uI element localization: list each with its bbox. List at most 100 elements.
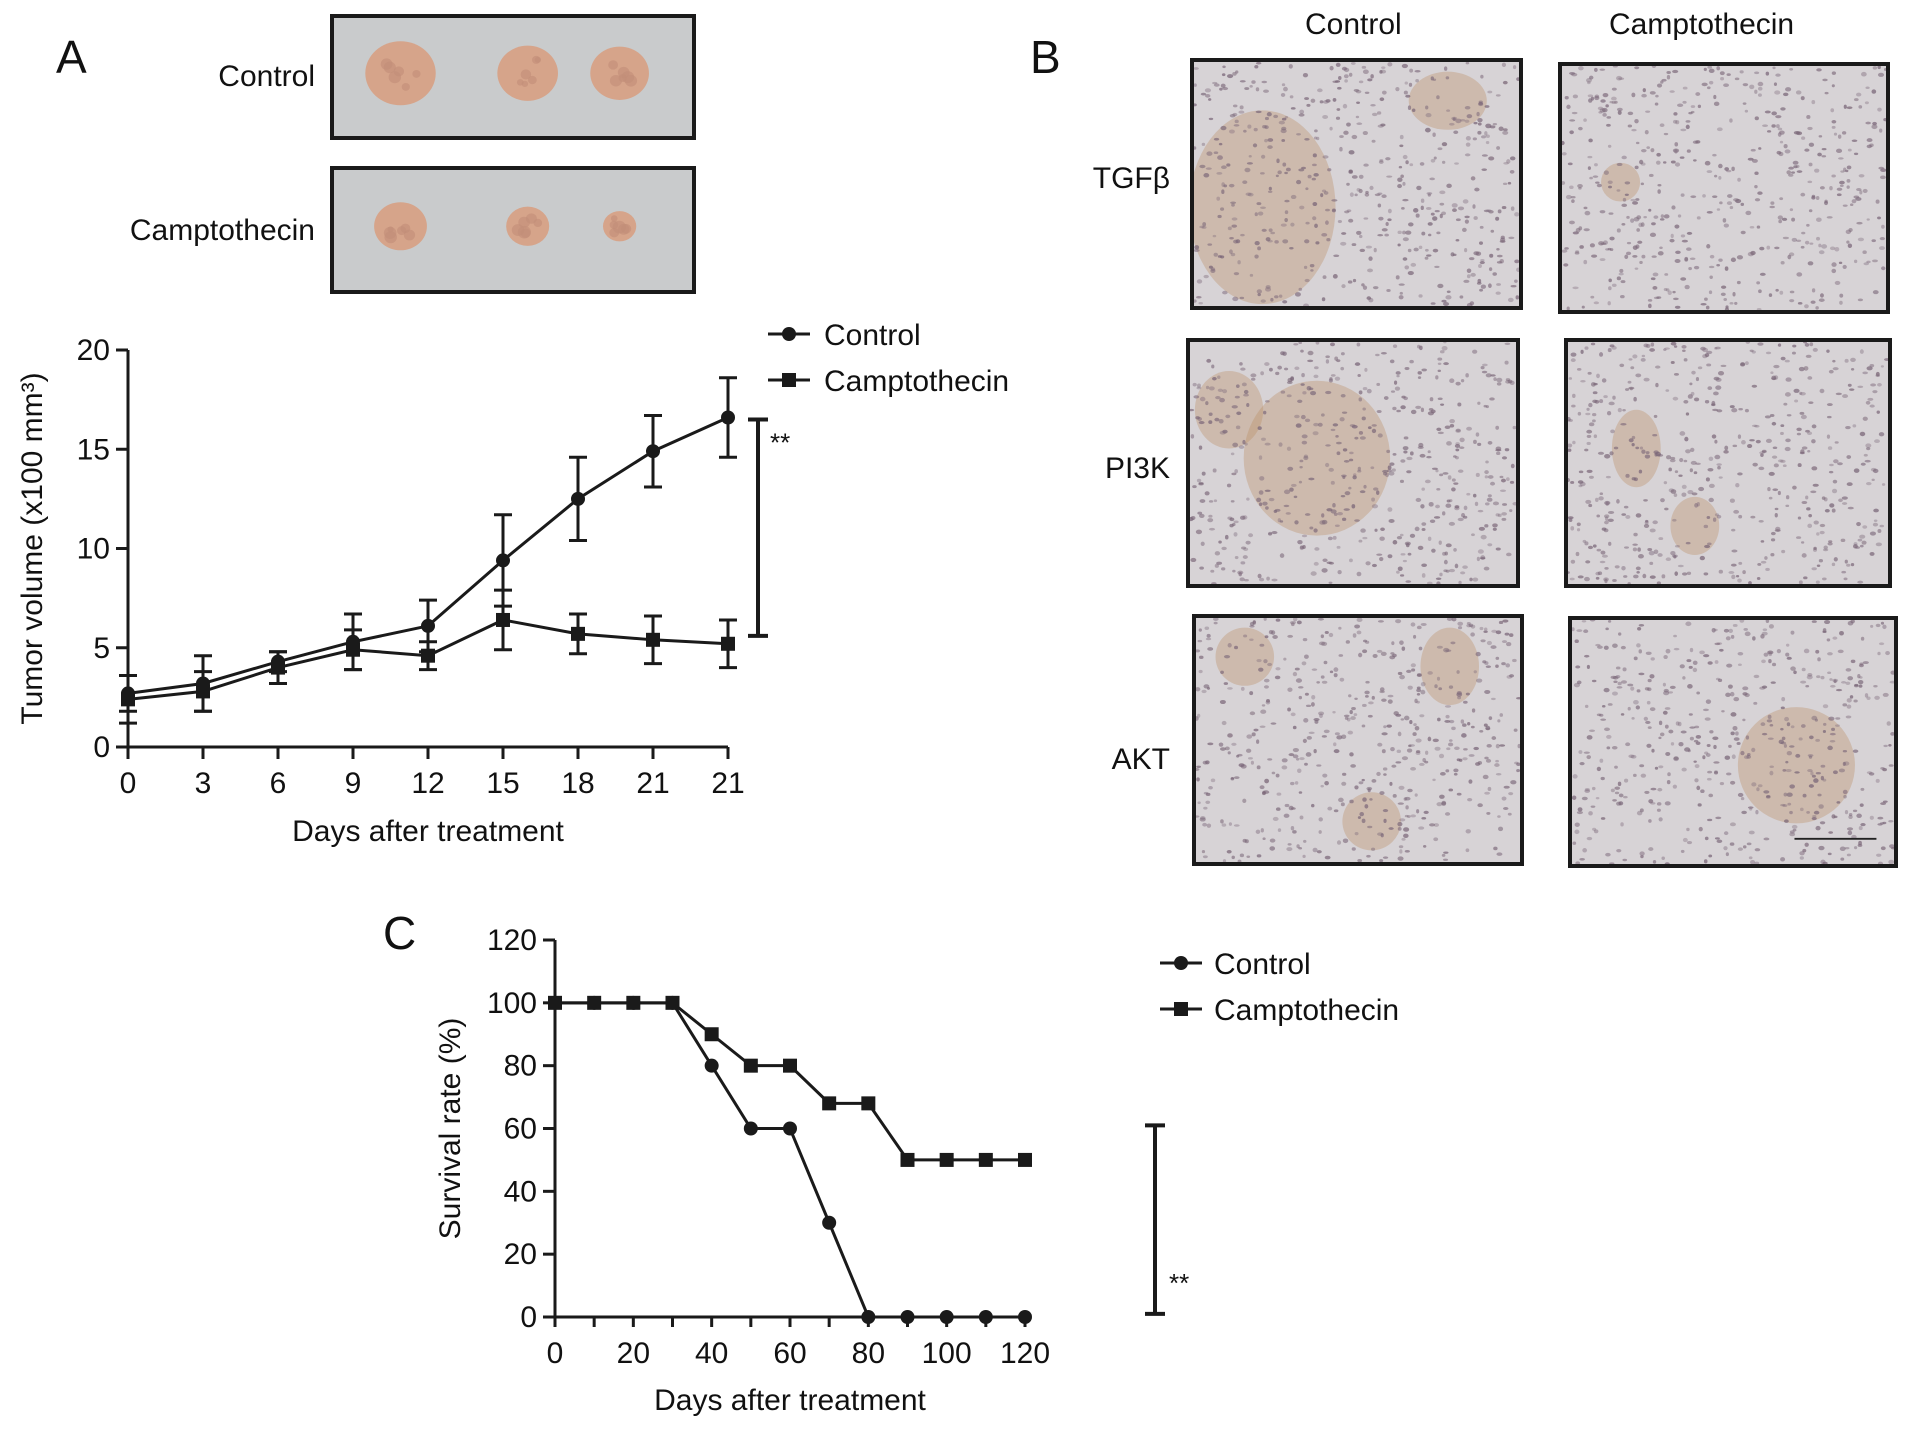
cell-nucleus [1646, 700, 1651, 705]
cell-nucleus [1562, 140, 1565, 146]
cell-nucleus [1323, 191, 1329, 195]
cell-nucleus [1439, 213, 1443, 219]
cell-nucleus [1811, 288, 1816, 293]
cell-nucleus [1194, 248, 1200, 252]
cell-nucleus [1477, 509, 1484, 513]
cell-nucleus [1356, 342, 1361, 347]
cell-nucleus [1723, 450, 1729, 454]
cell-nucleus [1249, 621, 1255, 627]
cell-nucleus [1354, 519, 1360, 522]
cell-nucleus [1267, 239, 1273, 243]
cell-nucleus [1833, 679, 1837, 684]
cell-nucleus [1673, 555, 1677, 559]
cell-nucleus [1265, 506, 1269, 510]
cell-nucleus [1754, 198, 1761, 202]
tumor-texture [610, 215, 618, 222]
cell-nucleus [1837, 134, 1842, 139]
cell-nucleus [1738, 514, 1743, 519]
cell-nucleus [1318, 711, 1325, 716]
cell-nucleus [1631, 442, 1635, 447]
cell-nucleus [1661, 856, 1665, 860]
stain-region [1737, 707, 1855, 824]
cell-nucleus [1636, 215, 1642, 220]
tumor-texture [397, 226, 407, 236]
cell-nucleus [1403, 833, 1409, 838]
cell-nucleus [1750, 859, 1756, 864]
cell-nucleus [1884, 358, 1888, 361]
cell-nucleus [1320, 675, 1325, 679]
cell-nucleus [1823, 722, 1827, 726]
cell-nucleus [1208, 412, 1213, 416]
cell-nucleus [1689, 726, 1696, 729]
cell-nucleus [1730, 563, 1737, 567]
cell-nucleus [1397, 566, 1403, 572]
cell-nucleus [1618, 272, 1624, 276]
cell-nucleus [1198, 302, 1203, 305]
cell-nucleus [1317, 422, 1323, 427]
cell-nucleus [1228, 183, 1235, 188]
cell-nucleus [1387, 699, 1393, 704]
cell-nucleus [1477, 549, 1484, 554]
cell-nucleus [1745, 342, 1751, 344]
cell-nucleus [1203, 806, 1208, 810]
cell-nucleus [1738, 408, 1743, 411]
cell-nucleus [1672, 396, 1679, 401]
cell-nucleus [1325, 220, 1329, 225]
cell-nucleus [1611, 101, 1616, 104]
cell-nucleus [1615, 674, 1621, 679]
cell-nucleus [1869, 531, 1876, 536]
cell-nucleus [1843, 167, 1847, 172]
cell-nucleus [1632, 547, 1638, 552]
cell-nucleus [1815, 195, 1820, 200]
cell-nucleus [1402, 559, 1407, 563]
cell-nucleus [1803, 576, 1808, 580]
y-tick-label: 10 [77, 533, 110, 566]
data-point-camptothecin [548, 995, 562, 1010]
cell-nucleus [1780, 857, 1786, 862]
cell-nucleus [1877, 823, 1883, 826]
cell-nucleus [1786, 170, 1792, 175]
cell-nucleus [1248, 757, 1253, 760]
cell-nucleus [1680, 128, 1687, 132]
cell-nucleus [1296, 179, 1302, 185]
cell-nucleus [1432, 132, 1436, 137]
cell-nucleus [1398, 283, 1405, 286]
cell-nucleus [1775, 288, 1779, 292]
cell-nucleus [1488, 716, 1493, 721]
cell-nucleus [1309, 263, 1315, 268]
cell-nucleus [1216, 171, 1223, 175]
cell-nucleus [1759, 246, 1765, 251]
cell-nucleus [1673, 634, 1677, 638]
cell-nucleus [1328, 632, 1334, 638]
cell-nucleus [1862, 416, 1868, 421]
cell-nucleus [1489, 253, 1494, 258]
cell-nucleus [1878, 246, 1885, 251]
cell-nucleus [1656, 83, 1663, 88]
cell-nucleus [1449, 378, 1455, 384]
cell-nucleus [1708, 68, 1715, 74]
cell-nucleus [1771, 455, 1778, 459]
cell-nucleus [1618, 632, 1622, 636]
cell-nucleus [1823, 497, 1828, 502]
cell-nucleus [1581, 796, 1588, 801]
cell-nucleus [1433, 516, 1441, 519]
cell-nucleus [1728, 571, 1735, 574]
cell-nucleus [1408, 744, 1416, 747]
cell-nucleus [1506, 159, 1511, 164]
cell-nucleus [1443, 569, 1448, 573]
cell-nucleus [1351, 175, 1358, 179]
cell-nucleus [1724, 445, 1729, 451]
cell-nucleus [1826, 434, 1831, 439]
cell-nucleus [1669, 90, 1675, 93]
cell-nucleus [1328, 561, 1335, 565]
cell-nucleus [1672, 290, 1676, 294]
cell-nucleus [1455, 239, 1460, 242]
cell-nucleus [1657, 183, 1662, 187]
cell-nucleus [1818, 250, 1825, 255]
cell-nucleus [1432, 78, 1437, 81]
cell-nucleus [1754, 184, 1758, 189]
cell-nucleus [1831, 84, 1835, 88]
cell-nucleus [1569, 119, 1576, 122]
cell-nucleus [1371, 847, 1376, 851]
cell-nucleus [1633, 532, 1638, 537]
